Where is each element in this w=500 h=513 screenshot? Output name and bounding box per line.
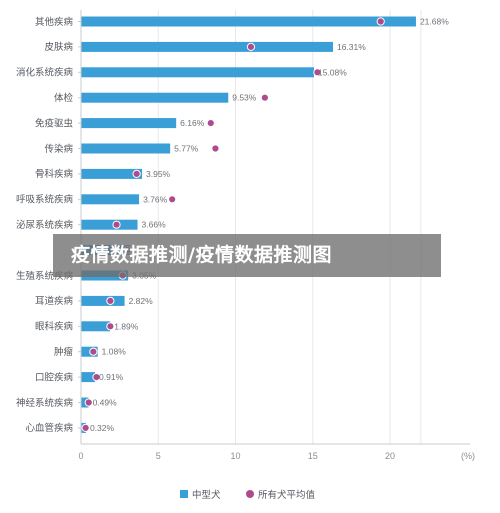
category-label: 消化系统疾病 <box>16 67 74 79</box>
average-dot <box>112 220 121 229</box>
average-dot <box>89 347 98 356</box>
value-label: 0.91% <box>99 372 124 382</box>
watermark-banner: 疫情数据推测/疫情数据推测图 <box>53 234 441 277</box>
value-label: 0.49% <box>93 398 118 408</box>
value-label: 15.08% <box>318 67 347 77</box>
average-dot <box>206 119 215 128</box>
x-axis: 0 5 10 15 20 (%) <box>78 10 475 461</box>
bar <box>81 219 138 230</box>
value-label: 3.76% <box>143 194 168 204</box>
average-dot <box>313 68 322 77</box>
legend: 中型犬 所有犬平均值 <box>180 489 316 501</box>
x-tick-label: 20 <box>385 451 395 461</box>
value-label: 6.16% <box>180 118 205 128</box>
category-label: 骨科疾病 <box>35 168 74 180</box>
bar <box>81 16 416 27</box>
average-dot <box>106 296 115 305</box>
bar <box>81 372 96 383</box>
average-dot <box>132 169 141 178</box>
legend-label-bar: 中型犬 <box>192 489 221 501</box>
bar <box>81 321 111 332</box>
value-label: 5.77% <box>174 144 199 154</box>
value-label: 9.53% <box>232 93 257 103</box>
labels: 其他疾病 21.68% 皮肤病 16.31% 消化系统疾病 15.08% 体检 9.53% 免疫… <box>16 16 449 434</box>
category-label: 心血管疾病 <box>25 422 73 434</box>
bar <box>81 92 229 103</box>
value-label: 1.08% <box>102 347 127 357</box>
average-dot <box>81 423 90 432</box>
x-tick-label: 15 <box>308 451 318 461</box>
category-label: 皮肤病 <box>44 41 73 53</box>
bars <box>81 16 416 433</box>
bar <box>81 118 177 129</box>
category-label: 免疫驱虫 <box>35 117 74 129</box>
bar <box>81 67 314 78</box>
category-label: 传染病 <box>44 143 73 155</box>
average-dot <box>106 322 115 331</box>
category-label: 耳道疾病 <box>35 295 74 307</box>
x-tick-label: 0 <box>78 451 83 461</box>
value-label: 16.31% <box>337 42 366 52</box>
category-label: 神经系统疾病 <box>16 397 74 409</box>
value-label: 21.68% <box>420 17 449 27</box>
bar <box>81 143 171 154</box>
average-dot <box>92 373 101 382</box>
value-label: 3.66% <box>142 220 167 230</box>
category-label: 其他疾病 <box>35 16 74 28</box>
average-dot <box>260 93 269 102</box>
x-tick-label: 10 <box>230 451 240 461</box>
legend-swatch-dot <box>246 490 254 498</box>
legend-swatch-bar <box>180 490 188 498</box>
bar <box>81 168 143 179</box>
average-dot <box>168 195 177 204</box>
category-label: 口腔疾病 <box>35 371 74 383</box>
x-tick-label: 5 <box>156 451 161 461</box>
category-label: 泌尿系统疾病 <box>16 219 74 231</box>
bar <box>81 194 140 205</box>
value-label: 3.95% <box>146 169 171 179</box>
average-dot <box>84 398 93 407</box>
category-label: 呼吸系统疾病 <box>16 194 74 206</box>
x-unit-label: (%) <box>461 451 475 461</box>
value-label: 1.89% <box>114 321 139 331</box>
value-label: 2.82% <box>129 296 154 306</box>
bar <box>81 295 125 306</box>
category-label: 眼科疾病 <box>35 321 74 333</box>
average-dot <box>211 144 220 153</box>
category-label: 体检 <box>54 92 74 104</box>
value-label: 0.32% <box>90 423 115 433</box>
category-label: 肿瘤 <box>54 346 74 358</box>
average-dot <box>376 17 385 26</box>
bar <box>81 41 333 52</box>
average-dot <box>246 42 256 52</box>
legend-label-dot: 所有犬平均值 <box>258 489 316 501</box>
